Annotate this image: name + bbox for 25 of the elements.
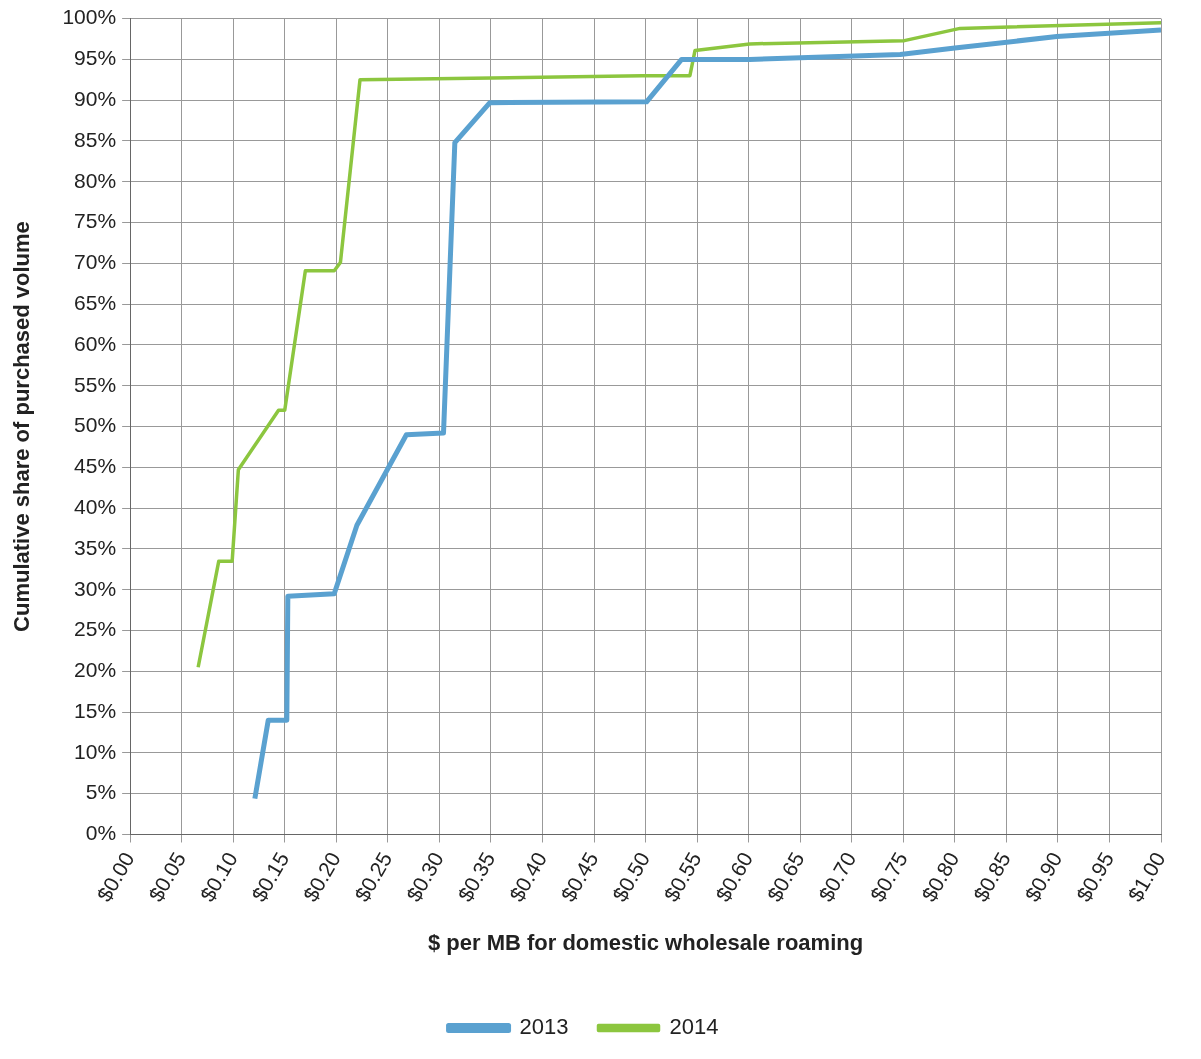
- y-tick-label: 0%: [85, 821, 117, 845]
- y-axis-title: Cumulative share of purchased volume: [9, 221, 35, 632]
- y-tick-label: 80%: [74, 168, 117, 192]
- y-tick-label: 45%: [74, 454, 117, 478]
- y-tick-label: 75%: [74, 209, 117, 233]
- x-axis-title: $ per MB for domestic wholesale roaming: [427, 929, 864, 955]
- y-tick-label: 65%: [74, 290, 117, 314]
- legend-label: 2014: [669, 1014, 719, 1040]
- y-tick-label: 50%: [74, 413, 117, 437]
- y-tick-label: 60%: [74, 331, 117, 355]
- y-tick-label: 10%: [74, 739, 117, 763]
- y-tick-label: 55%: [74, 372, 117, 396]
- y-tick-label: 30%: [74, 576, 117, 600]
- y-tick-label: 100%: [62, 5, 117, 29]
- y-tick-label: 20%: [74, 658, 117, 682]
- y-tick-label: 95%: [74, 46, 117, 70]
- y-tick-label: 85%: [74, 127, 117, 151]
- y-tick-label: 70%: [74, 250, 117, 274]
- y-tick-label: 5%: [85, 780, 117, 804]
- y-tick-label: 90%: [74, 86, 117, 110]
- y-tick-label: 35%: [74, 535, 117, 559]
- y-tick-label: 25%: [74, 617, 117, 641]
- y-tick-label: 15%: [74, 698, 117, 722]
- y-tick-label: 40%: [74, 494, 117, 518]
- legend-label: 2013: [519, 1014, 569, 1040]
